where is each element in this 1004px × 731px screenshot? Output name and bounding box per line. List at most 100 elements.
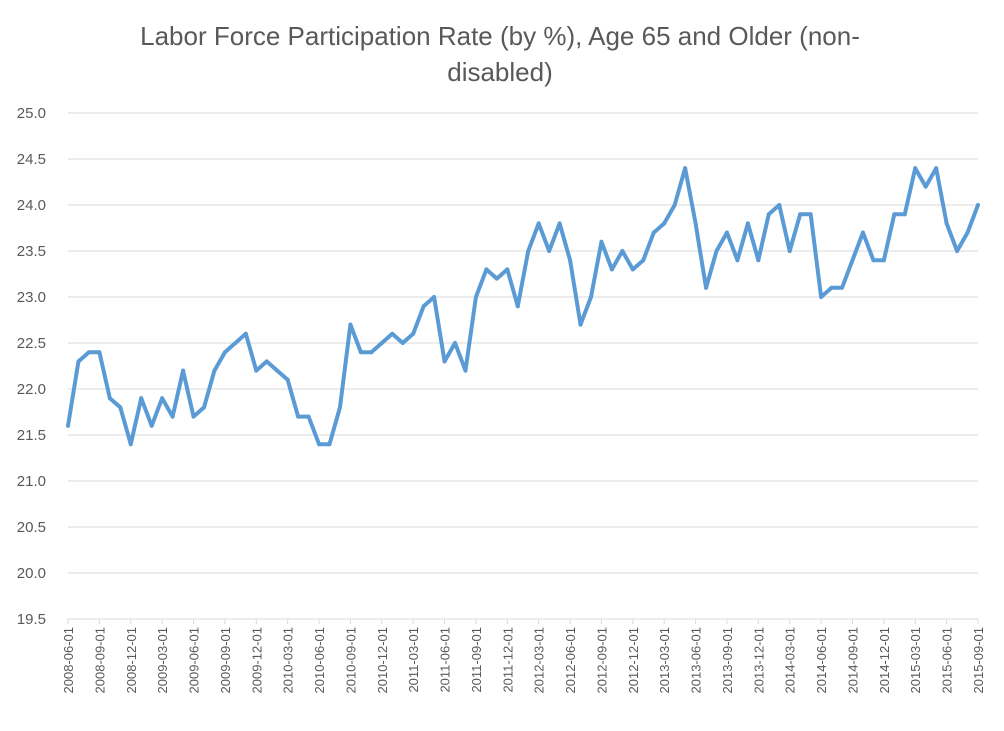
x-tick-label: 2012-12-01 [626, 627, 641, 694]
data-point [191, 414, 196, 419]
data-point [766, 212, 771, 217]
data-point [745, 221, 750, 226]
x-tick-label: 2015-09-01 [971, 627, 986, 694]
data-point [379, 341, 384, 345]
data-point [264, 359, 269, 364]
data-point [181, 368, 186, 373]
y-tick-label: 21.5 [17, 427, 46, 444]
x-tick-label: 2014-09-01 [845, 627, 860, 694]
data-point [714, 249, 719, 253]
x-tick-label: 2013-12-01 [751, 627, 766, 694]
data-point [254, 368, 259, 373]
data-point [955, 249, 960, 253]
data-point [97, 350, 102, 355]
data-point [160, 396, 165, 401]
data-point [222, 350, 227, 355]
data-point [400, 341, 405, 345]
x-tick-label: 2011-12-01 [500, 627, 515, 693]
x-tick-label: 2009-03-01 [155, 627, 170, 694]
data-point [118, 405, 123, 410]
x-tick-label: 2014-06-01 [814, 627, 829, 694]
data-point [494, 276, 499, 281]
data-point [944, 221, 949, 226]
x-tick-label: 2009-06-01 [187, 627, 202, 694]
data-point [128, 442, 133, 447]
x-tick-label: 2011-03-01 [406, 627, 421, 693]
y-tick-label: 20.5 [17, 519, 46, 536]
data-point [358, 350, 363, 355]
x-axis: 2008-06-01 2008-09-01 2008-12-01 2009-03-01… [61, 619, 986, 694]
data-point [568, 258, 573, 263]
x-tick-label: 2013-09-01 [720, 627, 735, 694]
data-point [473, 295, 478, 299]
data-point [285, 377, 290, 382]
y-tick-label: 25.0 [17, 105, 46, 122]
x-tick-label: 2015-03-01 [908, 627, 923, 694]
x-tick-label: 2010-12-01 [375, 627, 390, 694]
y-tick-label: 20.0 [17, 565, 46, 582]
data-point [965, 230, 970, 235]
series-line [66, 166, 980, 447]
data-point [505, 267, 510, 272]
data-point [536, 221, 541, 226]
data-point [306, 414, 311, 419]
data-point [777, 203, 782, 207]
data-point [976, 203, 980, 207]
data-point [421, 304, 426, 309]
chart-title: Labor Force Participation Rate (by %), A… [140, 21, 860, 87]
data-point [860, 230, 865, 235]
data-point [850, 258, 855, 263]
data-point [672, 203, 677, 207]
data-point [86, 350, 91, 355]
x-tick-label: 2011-09-01 [469, 627, 484, 693]
y-tick-label: 23.0 [17, 289, 46, 306]
x-tick-label: 2010-03-01 [281, 627, 296, 694]
data-point [233, 341, 238, 345]
data-point [735, 258, 740, 263]
data-point [337, 405, 342, 410]
data-point [620, 249, 625, 253]
data-point [139, 396, 144, 401]
data-point [819, 295, 824, 299]
y-tick-label: 21.0 [17, 473, 46, 490]
data-point [662, 221, 667, 226]
x-tick-label: 2008-06-01 [61, 627, 76, 694]
data-point [76, 359, 81, 364]
gridlines [68, 112, 978, 620]
y-tick-label: 24.0 [17, 197, 46, 214]
data-point [704, 285, 709, 290]
x-tick-label: 2010-09-01 [343, 627, 358, 694]
data-point [724, 230, 729, 235]
x-tick-label: 2011-06-01 [438, 627, 453, 693]
x-tick-label: 2012-09-01 [594, 627, 609, 694]
x-tick-label: 2008-09-01 [92, 627, 107, 694]
series-layer [66, 166, 980, 447]
data-point [892, 212, 897, 217]
data-point [212, 368, 217, 373]
data-point [107, 396, 112, 401]
data-point [484, 267, 489, 272]
x-tick-label: 2014-03-01 [783, 627, 798, 694]
data-point [756, 258, 761, 263]
data-point [683, 166, 688, 171]
data-point [348, 322, 353, 327]
data-point [170, 414, 175, 419]
data-point [317, 442, 322, 447]
data-point [578, 322, 583, 327]
data-point [651, 230, 656, 235]
data-point [463, 368, 468, 373]
data-point [369, 350, 374, 355]
x-tick-label: 2013-03-01 [657, 627, 672, 694]
y-tick-label: 24.5 [17, 151, 46, 168]
x-tick-label: 2015-06-01 [940, 627, 955, 694]
data-point [902, 212, 907, 217]
data-point [66, 423, 70, 428]
x-tick-label: 2010-06-01 [312, 627, 327, 694]
x-tick-label: 2013-06-01 [689, 627, 704, 694]
data-point [641, 258, 646, 263]
data-point [693, 221, 698, 226]
y-tick-label: 22.0 [17, 381, 46, 398]
data-point [630, 267, 635, 272]
